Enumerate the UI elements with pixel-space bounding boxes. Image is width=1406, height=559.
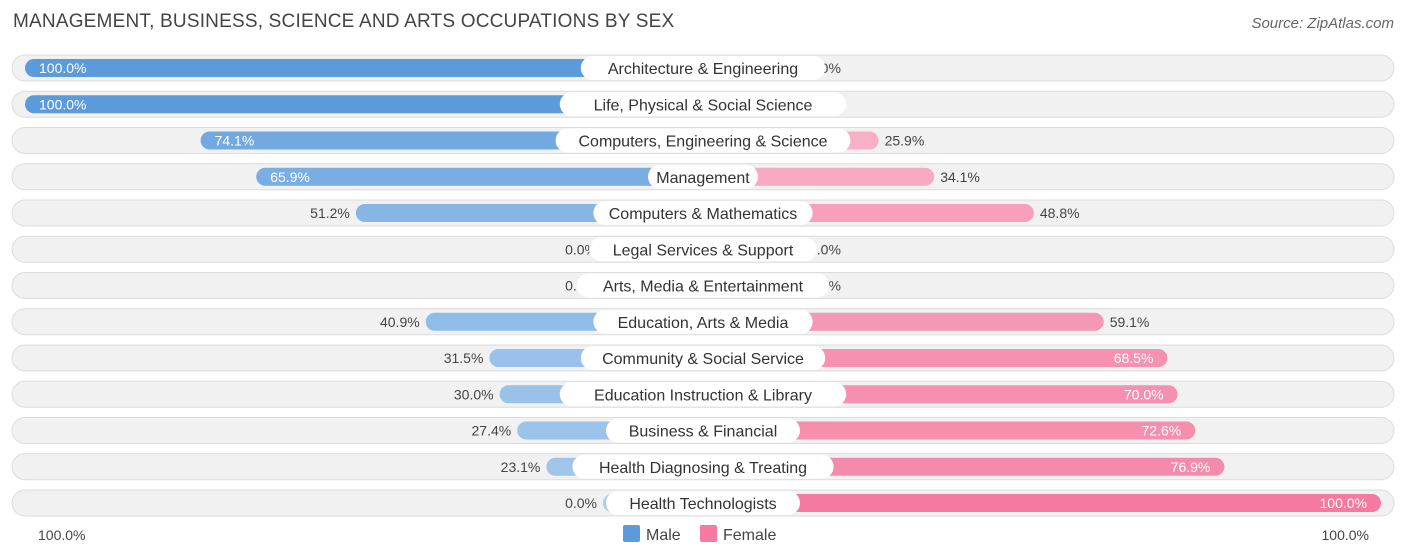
female-value-label: 48.8% <box>1040 205 1080 221</box>
category-pill <box>576 273 830 298</box>
female-value-label: 100.0% <box>1320 495 1367 511</box>
male-value-label: 31.5% <box>444 350 484 366</box>
male-value-label: 51.2% <box>310 205 350 221</box>
female-value-label: 70.0% <box>1124 386 1164 402</box>
category-label: Architecture & Engineering <box>608 61 798 78</box>
legend-swatch-male <box>623 525 640 542</box>
category-pill <box>593 309 813 334</box>
male-value-label: 74.1% <box>215 133 255 149</box>
category-pill <box>559 382 847 407</box>
male-value-label: 100.0% <box>39 96 86 112</box>
chart-source: Source: ZipAtlas.com <box>1251 15 1394 32</box>
female-bar <box>703 167 935 186</box>
male-value-label: 23.1% <box>501 459 541 475</box>
category-pill <box>559 92 847 117</box>
category-label: Education, Arts & Media <box>618 315 789 332</box>
category-label: Computers & Mathematics <box>609 206 798 223</box>
axis-right-label: 100.0% <box>1322 527 1369 543</box>
male-bar <box>25 59 703 77</box>
male-value-label: 65.9% <box>270 169 310 185</box>
chart-title: MANAGEMENT, BUSINESS, SCIENCE AND ARTS O… <box>13 11 675 32</box>
male-value-label: 27.4% <box>472 423 512 439</box>
female-value-label: 76.9% <box>1171 459 1211 475</box>
category-label: Life, Physical & Social Science <box>594 97 813 114</box>
category-pill <box>572 454 834 479</box>
male-value-label: 0.0% <box>565 495 597 511</box>
legend-label-male: Male <box>646 527 681 544</box>
category-pill <box>606 491 800 515</box>
category-pill <box>580 346 826 370</box>
female-value-label: 72.6% <box>1142 423 1182 439</box>
female-value-label: 0.0% <box>809 241 841 257</box>
female-bar <box>703 421 1196 440</box>
male-value-label: 0.0% <box>565 241 597 257</box>
female-value-label: 68.5% <box>1114 350 1154 366</box>
category-pill <box>580 56 826 80</box>
legend-label-female: Female <box>723 527 776 544</box>
category-pill <box>555 128 851 153</box>
male-bar <box>256 167 703 186</box>
female-bar <box>703 494 1381 512</box>
male-value-label: 40.9% <box>380 314 420 330</box>
category-pill <box>606 418 800 443</box>
legend-swatch-female <box>700 525 717 542</box>
category-pill <box>648 164 758 189</box>
category-label: Education Instruction & Library <box>594 387 812 404</box>
category-label: Community & Social Service <box>602 351 804 368</box>
male-value-label: 30.0% <box>454 386 494 402</box>
category-label: Health Technologists <box>629 496 776 513</box>
female-bar <box>703 457 1225 476</box>
category-label: Computers, Engineering & Science <box>578 134 827 151</box>
category-label: Health Diagnosing & Treating <box>599 460 807 477</box>
male-value-label: 100.0% <box>39 60 86 76</box>
category-label: Business & Financial <box>629 424 778 441</box>
category-label: Management <box>656 170 750 187</box>
category-pill <box>589 237 817 262</box>
category-label: Legal Services & Support <box>613 242 794 259</box>
category-label: Arts, Media & Entertainment <box>603 279 804 296</box>
category-pill <box>593 201 813 225</box>
female-value-label: 59.1% <box>1110 314 1150 330</box>
axis-left-label: 100.0% <box>38 527 85 543</box>
female-value-label: 25.9% <box>885 133 925 149</box>
male-bar <box>25 95 703 114</box>
female-value-label: 34.1% <box>940 169 980 185</box>
